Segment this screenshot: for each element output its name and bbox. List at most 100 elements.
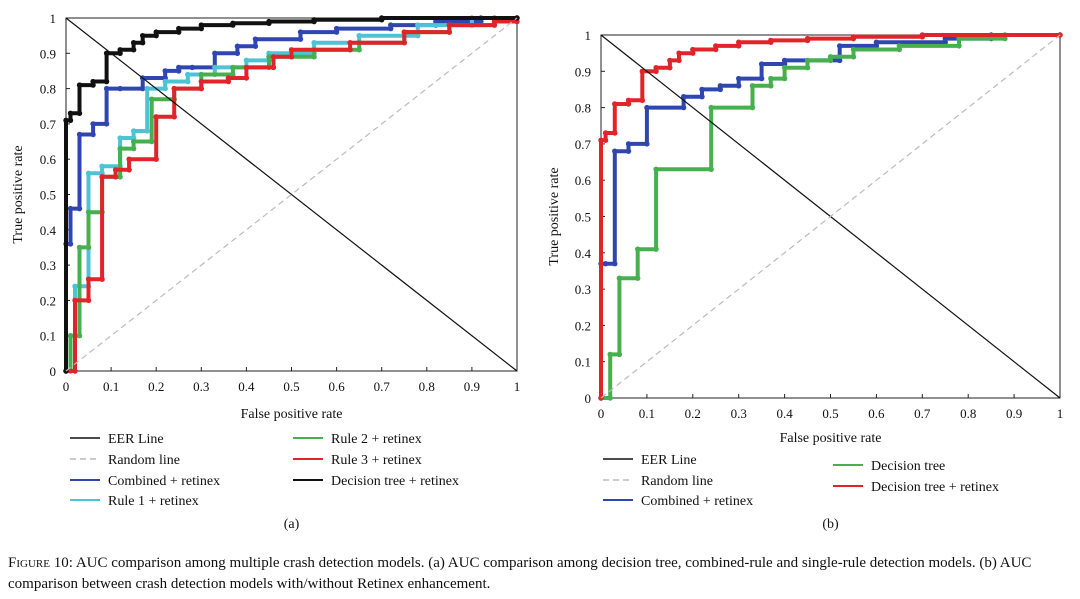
series-point-decision-tree bbox=[768, 83, 774, 89]
series-point-combined-retinex bbox=[90, 121, 96, 127]
series-point-combined-retinex bbox=[297, 29, 304, 35]
series-point-decision-tree-retinex bbox=[612, 130, 618, 136]
x-axis-label: False positive rate bbox=[780, 431, 882, 446]
series-point-combined-retinex bbox=[602, 260, 609, 267]
series-point-decision-tree bbox=[804, 57, 811, 64]
x-tick-label: 0.3 bbox=[731, 406, 747, 421]
x-tick-label: 0.5 bbox=[283, 379, 299, 394]
legend-label-decision-tree-retinex: Decision tree + retinex bbox=[331, 474, 459, 489]
series-point-combined-retinex bbox=[76, 131, 83, 138]
panel-label: (a) bbox=[284, 517, 300, 532]
series-point-decision-tree-retinex bbox=[676, 50, 682, 56]
x-tick-label: 0.9 bbox=[1006, 406, 1022, 421]
series-point-combined-retinex bbox=[612, 148, 618, 154]
series-point-rule-1-retinex bbox=[415, 32, 421, 39]
series-point-combined-retinex bbox=[836, 43, 843, 49]
series-point-decision-tree bbox=[708, 104, 714, 111]
series-point-rule-2-retinex bbox=[130, 138, 137, 145]
series-point-decision-tree-retinex bbox=[139, 40, 146, 46]
series-point-combined-retinex bbox=[942, 35, 948, 42]
series-point-decision-tree bbox=[850, 54, 857, 60]
series-line-random-line bbox=[600, 34, 1061, 399]
x-tick-label: 0.2 bbox=[685, 406, 701, 421]
series-point-decision-tree-retinex bbox=[266, 18, 272, 25]
series-point-decision-tree-retinex bbox=[713, 43, 719, 49]
series-point-rule-3-retinex bbox=[198, 85, 205, 92]
series-point-decision-tree bbox=[616, 275, 623, 281]
series-point-decision-tree-retinex bbox=[653, 64, 659, 71]
series-point-rule-3-retinex bbox=[112, 167, 119, 173]
series-point-combined-retinex bbox=[644, 141, 650, 147]
series-point-decision-tree-retinex bbox=[103, 50, 110, 56]
y-tick-label: 0.7 bbox=[40, 117, 57, 132]
series-point-decision-tree-retinex bbox=[76, 82, 83, 88]
series-point-decision-tree-retinex bbox=[67, 110, 74, 117]
y-tick-label: 0.6 bbox=[575, 173, 592, 188]
series-point-decision-tree-retinex bbox=[667, 57, 673, 64]
series-point-rule-3-retinex bbox=[198, 78, 205, 85]
series-point-decision-tree-retinex bbox=[117, 47, 123, 53]
x-tick-label: 0.4 bbox=[238, 379, 255, 394]
series-point-decision-tree bbox=[653, 246, 659, 252]
series-point-decision-tree-retinex bbox=[850, 34, 857, 40]
series-point-combined-retinex bbox=[297, 36, 304, 42]
series-point-rule-3-retinex bbox=[270, 64, 277, 71]
x-tick-label: 1 bbox=[1057, 406, 1064, 421]
series-point-combined-retinex bbox=[76, 205, 83, 212]
roc-chart-a: 0 0.1 0.2 0.3 0.4 0.5 0.6 0.7 0.8 0.9 1 0 0.1 0.2 0.3 0… bbox=[11, 11, 520, 532]
series-point-decision-tree bbox=[653, 166, 659, 173]
y-tick-label: 0.9 bbox=[575, 64, 591, 79]
legend-label-combined-retinex: Combined + retinex bbox=[108, 474, 220, 489]
series-point-combined-retinex bbox=[162, 68, 168, 74]
series-point-rule-2-retinex bbox=[117, 174, 123, 180]
series-point-decision-tree bbox=[607, 395, 613, 401]
series-point-decision-tree-retinex bbox=[130, 47, 137, 53]
series-point-rule-2-retinex bbox=[266, 54, 272, 60]
y-tick-label: 0 bbox=[585, 391, 592, 406]
series-point-rule-1-retinex bbox=[144, 85, 150, 92]
series-point-combined-retinex bbox=[67, 205, 74, 212]
series-point-decision-tree-retinex bbox=[63, 117, 69, 124]
series-point-decision-tree bbox=[956, 43, 962, 49]
series-point-rule-3-retinex bbox=[72, 297, 78, 304]
x-tick-label: 0.7 bbox=[374, 379, 391, 394]
y-tick-label: 0.2 bbox=[575, 318, 591, 333]
x-tick-label: 0 bbox=[63, 379, 70, 394]
series-point-rule-3-retinex bbox=[126, 156, 132, 162]
series-point-rule-2-retinex bbox=[76, 333, 83, 339]
series-point-rule-1-retinex bbox=[130, 128, 137, 134]
series-point-rule-3-retinex bbox=[446, 22, 453, 28]
series-point-rule-2-retinex bbox=[311, 54, 317, 60]
series-point-rule-3-retinex bbox=[288, 47, 295, 53]
x-tick-label: 0.6 bbox=[328, 379, 345, 394]
y-tick-label: 1 bbox=[50, 11, 57, 26]
series-point-decision-tree-retinex bbox=[598, 137, 604, 143]
series-point-decision-tree-retinex bbox=[103, 78, 110, 85]
series-point-rule-1-retinex bbox=[72, 283, 78, 289]
series-point-combined-retinex bbox=[699, 94, 705, 100]
series-point-rule-3-retinex bbox=[85, 276, 92, 282]
series-point-rule-3-retinex bbox=[112, 174, 119, 180]
series-point-combined-retinex bbox=[781, 57, 788, 64]
series-point-decision-tree-retinex bbox=[379, 15, 385, 21]
y-tick-label: 0.1 bbox=[575, 355, 591, 370]
series-point-rule-3-retinex bbox=[288, 54, 295, 60]
x-tick-label: 0 bbox=[598, 406, 605, 421]
series-point-rule-2-retinex bbox=[85, 209, 92, 215]
y-tick-label: 0.3 bbox=[40, 258, 56, 273]
x-tick-label: 0.4 bbox=[776, 406, 793, 421]
series-point-rule-3-retinex bbox=[401, 29, 407, 35]
legend-label-eer-line: EER Line bbox=[641, 453, 697, 468]
x-tick-label: 0.6 bbox=[868, 406, 885, 421]
series-point-combined-retinex bbox=[758, 75, 765, 82]
series-point-rule-2-retinex bbox=[85, 244, 92, 251]
series-point-decision-tree-retinex bbox=[676, 57, 682, 64]
series-point-rule-1-retinex bbox=[144, 128, 150, 134]
y-tick-label: 0.4 bbox=[40, 223, 57, 238]
series-point-rule-3-retinex bbox=[270, 54, 277, 60]
series-line-decision-tree bbox=[601, 33, 1060, 400]
x-tick-label: 0.1 bbox=[103, 379, 119, 394]
series-point-combined-retinex bbox=[717, 83, 724, 89]
x-tick-label: 0.9 bbox=[464, 379, 480, 394]
